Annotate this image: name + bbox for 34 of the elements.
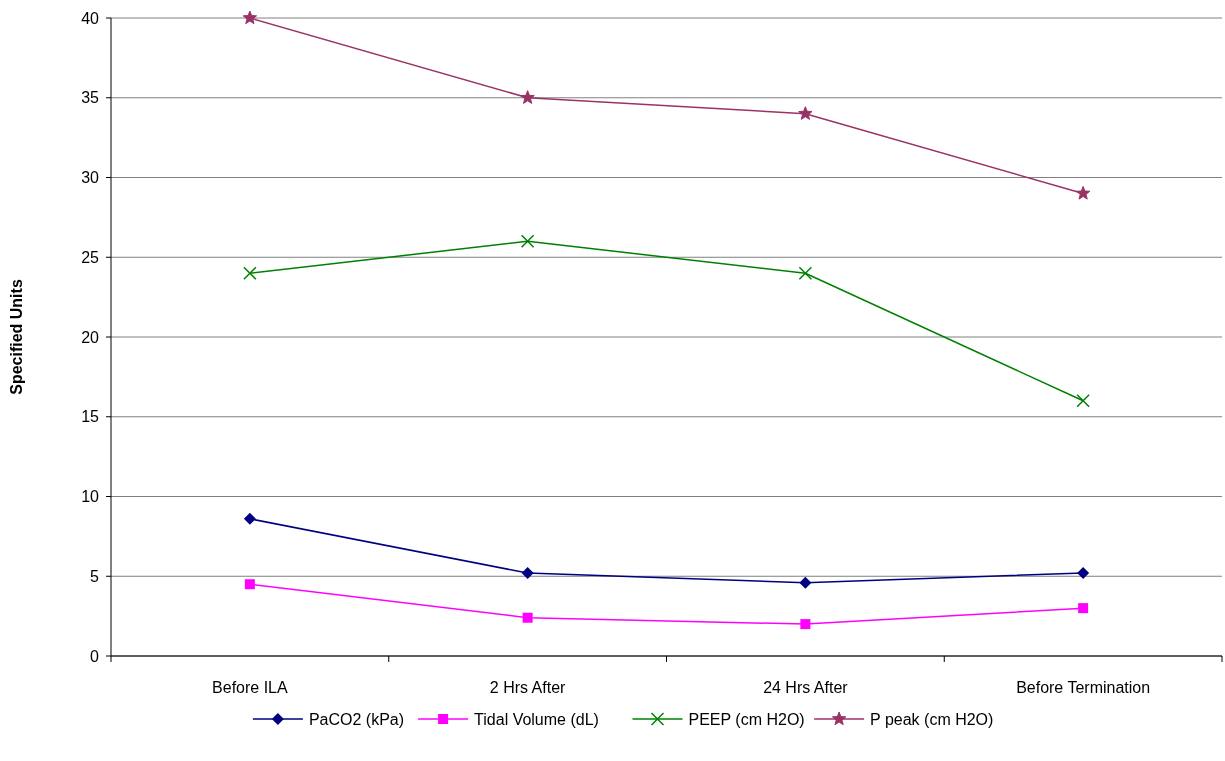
point [522,612,533,623]
point [242,10,258,25]
y-tick-label: 10 [81,488,100,506]
point [244,579,255,590]
y-tick-label: 40 [81,9,100,27]
y-tick-label: 0 [90,647,100,665]
point [1077,567,1090,580]
legend-label: Tidal Volume (dL) [474,710,599,728]
x-tick-label: Before ILA [212,679,288,696]
point [520,90,535,104]
y-axis-title: Specified Units [8,279,25,395]
point [521,567,534,580]
point [243,512,256,525]
x-tick-label: 2 Hrs After [489,679,567,696]
point [799,576,812,589]
x-tick-label: Before Termination [1016,679,1151,696]
y-tick-label: 35 [81,89,100,107]
point [243,266,257,280]
point [800,619,811,630]
legend-label: PEEP (cm H2O) [688,710,805,728]
y-tick-label: 25 [81,248,100,266]
x-tick-label: 24 Hrs After [763,679,849,696]
y-tick-label: 30 [81,169,100,187]
y-tick-label: 5 [90,567,100,585]
y-tick-label: 20 [81,328,100,346]
y-tick-label: 15 [81,408,100,426]
point [1075,185,1091,200]
point [520,234,535,249]
point [798,106,813,120]
point [1076,394,1090,408]
legend-label: P peak (cm H2O) [870,710,994,728]
point [798,266,813,280]
legend-label: PaCO2 (kPa) [308,710,405,728]
point [1078,603,1089,614]
